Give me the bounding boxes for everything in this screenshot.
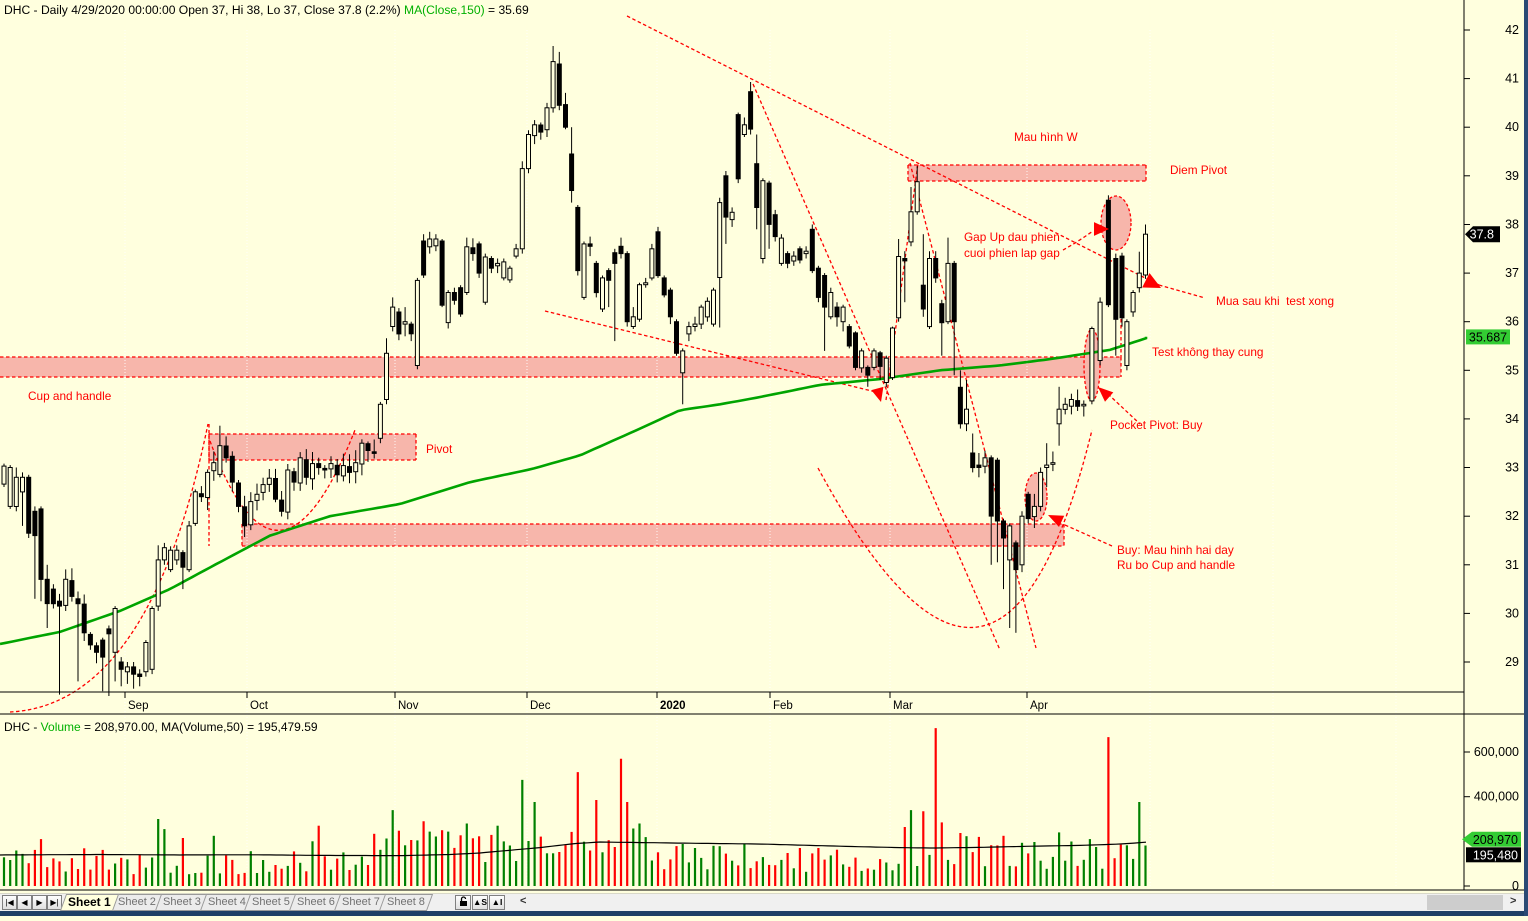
svg-text:Gap Up dau phien: Gap Up dau phien (964, 230, 1060, 244)
svg-text:30: 30 (1505, 606, 1519, 620)
svg-text:2020: 2020 (660, 700, 686, 712)
svg-text:DHC - Daily 4/29/2020 00:00:00: DHC - Daily 4/29/2020 00:00:00 Open 37, … (4, 3, 529, 17)
svg-text:195,480: 195,480 (1473, 848, 1518, 862)
svg-text:Cup and handle: Cup and handle (28, 389, 112, 403)
svg-text:37.8: 37.8 (1470, 228, 1494, 242)
svg-text:42: 42 (1505, 23, 1519, 37)
svg-text:38: 38 (1505, 218, 1519, 232)
svg-text:Pivot: Pivot (426, 442, 453, 456)
svg-text:Buy: Mau hinh hai day: Buy: Mau hinh hai day (1117, 543, 1234, 557)
svg-text:Oct: Oct (250, 700, 269, 712)
svg-text:39: 39 (1505, 169, 1519, 183)
svg-text:400,000: 400,000 (1474, 790, 1519, 804)
svg-text:35.687: 35.687 (1469, 330, 1507, 344)
svg-text:31: 31 (1505, 558, 1519, 572)
svg-text:Feb: Feb (773, 700, 793, 712)
svg-text:DHC - Volume = 208,970.00, MA(: DHC - Volume = 208,970.00, MA(Volume,50)… (4, 720, 318, 734)
svg-text:Apr: Apr (1030, 700, 1048, 712)
svg-text:Ru bo Cup and handle: Ru bo Cup and handle (1117, 558, 1236, 572)
svg-text:41: 41 (1505, 72, 1519, 86)
svg-text:cuoi phien lap gap: cuoi phien lap gap (964, 246, 1060, 260)
svg-text:Sep: Sep (128, 700, 148, 712)
svg-text:33: 33 (1505, 461, 1519, 475)
svg-text:Diem Pivot: Diem Pivot (1170, 163, 1228, 177)
svg-text:Dec: Dec (530, 700, 551, 712)
svg-text:Mar: Mar (893, 700, 913, 712)
svg-text:32: 32 (1505, 509, 1519, 523)
svg-text:Pocket Pivot: Buy: Pocket Pivot: Buy (1110, 418, 1203, 432)
svg-text:Mua sau khi test xong: Mua sau khi test xong (1216, 294, 1334, 308)
svg-text:36: 36 (1505, 315, 1519, 329)
svg-text:40: 40 (1505, 120, 1519, 134)
svg-text:Mau hình W: Mau hình W (1014, 130, 1078, 144)
svg-text:35: 35 (1505, 363, 1519, 377)
svg-text:0: 0 (1512, 879, 1519, 893)
svg-text:34: 34 (1505, 412, 1519, 426)
svg-text:Nov: Nov (398, 700, 419, 712)
svg-text:29: 29 (1505, 655, 1519, 669)
svg-text:37: 37 (1505, 266, 1519, 280)
svg-text:600,000: 600,000 (1474, 745, 1519, 759)
svg-text:208,970: 208,970 (1473, 833, 1518, 847)
svg-text:Test không thay cung: Test không thay cung (1152, 345, 1264, 359)
